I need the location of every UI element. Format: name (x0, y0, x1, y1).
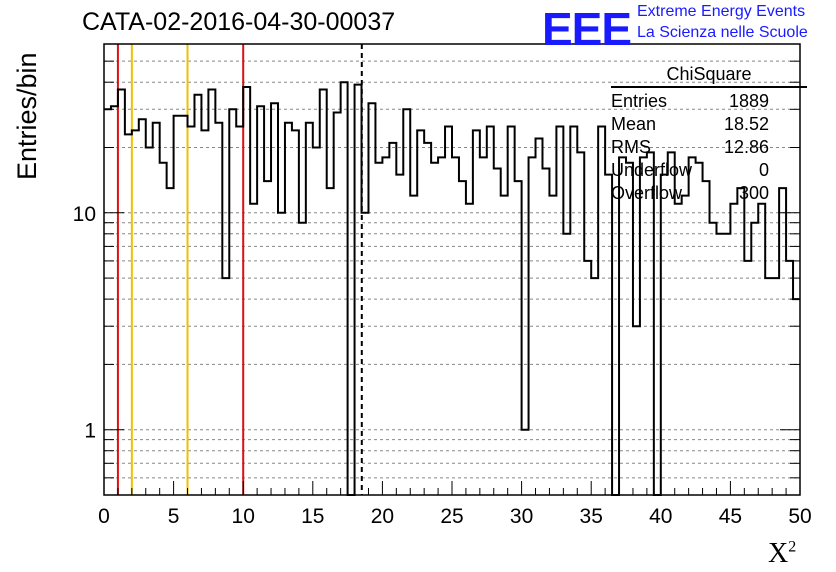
y-axis-label: Entries/bin (12, 52, 42, 180)
x-tick-label: 50 (788, 505, 811, 528)
stats-row-underflow: Underflow 0 (611, 159, 807, 182)
x-tick-label: 35 (580, 505, 603, 528)
stats-label: RMS (611, 137, 651, 157)
y-tick-label: 1 (84, 420, 96, 443)
x-axis-label-superscript: 2 (788, 538, 797, 556)
stats-label: Underflow (611, 160, 693, 180)
stats-value: 0 (758, 160, 769, 180)
stats-box-title: ChiSquare (611, 64, 807, 88)
stats-row-overflow: Overflow 300 (611, 182, 807, 205)
x-axis-label: X2 (768, 538, 796, 570)
x-tick-label: 45 (719, 505, 742, 528)
x-tick-label: 30 (510, 505, 533, 528)
stats-label: Entries (611, 91, 668, 111)
x-tick-label: 20 (371, 505, 394, 528)
axis-ticks (103, 60, 801, 495)
stats-row-rms: RMS 12.86 (611, 136, 807, 159)
x-tick-label: 0 (98, 505, 110, 528)
x-tick-label: 25 (440, 505, 463, 528)
stats-row-entries: Entries 1889 (611, 90, 807, 113)
chart-title: CATA-02-2016-04-30-00037 (82, 8, 396, 36)
y-tick-label: 10 (73, 203, 96, 226)
reference-lines (116, 44, 363, 495)
x-tick-label: 40 (649, 505, 672, 528)
x-tick-label: 5 (168, 505, 180, 528)
logo-subtitle-2: La Scienza nelle Scuole (637, 24, 808, 41)
stats-label: Overflow (611, 183, 683, 203)
x-tick-label: 15 (301, 505, 324, 528)
x-axis-label-text: X (768, 538, 789, 569)
stats-value: 12.86 (723, 137, 769, 157)
stats-label: Mean (611, 114, 657, 134)
stats-box: ChiSquare Entries 1889 Mean 18.52 RMS 12.86… (611, 64, 807, 205)
stats-value: 300 (738, 183, 769, 203)
eee-logo: EEE (542, 3, 632, 55)
axis-tick-labels: 0 5 10 15 20 25 30 35 40 45 50 1 10 (73, 203, 812, 528)
stats-row-mean: Mean 18.52 (611, 113, 807, 136)
logo-subtitle-1: Extreme Energy Events (637, 3, 806, 20)
x-tick-label: 10 (232, 505, 255, 528)
stats-value: 18.52 (723, 114, 769, 134)
histogram-step-line (104, 81, 800, 496)
stats-value: 1889 (728, 91, 769, 111)
